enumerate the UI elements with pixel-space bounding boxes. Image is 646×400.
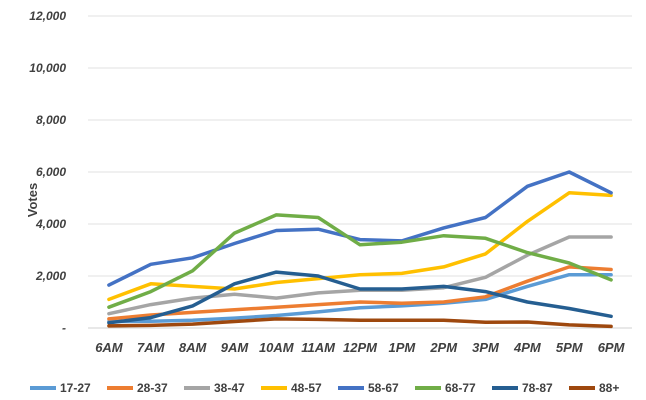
legend-label: 88+ [599, 381, 619, 395]
x-tick-label: 10AM [259, 340, 295, 355]
y-tick-label: 2,000 [35, 269, 66, 283]
legend-label: 28-37 [137, 381, 168, 395]
series-line-78-87 [107, 270, 613, 325]
y-tick-label: 10,000 [29, 61, 66, 75]
x-tick-label: 8AM [179, 340, 208, 355]
x-tick-labels: 6AM 7AM 8AM 9AM 10AM 11AM 12PM 1PM 2PM 3PM 4PM 5PM 6… [95, 340, 625, 355]
x-tick-label: 11AM [301, 340, 336, 355]
series-lines [107, 170, 613, 329]
x-tick-label: 1PM [388, 340, 416, 355]
legend-label: 17-27 [60, 381, 91, 395]
legend-label: 68-77 [445, 381, 476, 395]
legend-label: 58-67 [368, 381, 399, 395]
y-axis-label: Votes [25, 183, 40, 217]
y-tick-label: 4,000 [35, 217, 66, 231]
series-line-58-67 [107, 170, 613, 287]
legend: 17-27 28-37 38-47 48-57 58-67 68-77 78-87 88+ [30, 381, 619, 395]
x-tick-label: 12PM [343, 340, 378, 355]
x-tick-label: 9AM [221, 340, 250, 355]
x-tick-label: 6PM [598, 340, 626, 355]
legend-label: 38-47 [214, 381, 245, 395]
legend-label: 78-87 [522, 381, 553, 395]
series-line-48-57 [107, 191, 613, 302]
x-tick-label: 7AM [137, 340, 166, 355]
series-line-17-27 [107, 272, 613, 324]
x-tick-label: 6AM [95, 340, 124, 355]
x-tick-label: 5PM [556, 340, 584, 355]
series-line-28-37 [107, 265, 613, 321]
x-tick-label: 4PM [513, 340, 542, 355]
series-line-88+ [107, 317, 613, 329]
y-tick-label: 8,000 [36, 113, 66, 127]
x-tick-label: 3PM [472, 340, 500, 355]
y-tick-label: 6,000 [36, 165, 66, 179]
legend-label: 48-57 [291, 381, 322, 395]
y-tick-labels: - 2,000 4,000 6,000 8,000 10,000 12,000 [29, 9, 66, 335]
series-line-68-77 [107, 213, 613, 309]
x-tick-label: 2PM [429, 340, 458, 355]
y-tick-label: 12,000 [29, 9, 66, 23]
y-tick-label: - [62, 321, 66, 335]
